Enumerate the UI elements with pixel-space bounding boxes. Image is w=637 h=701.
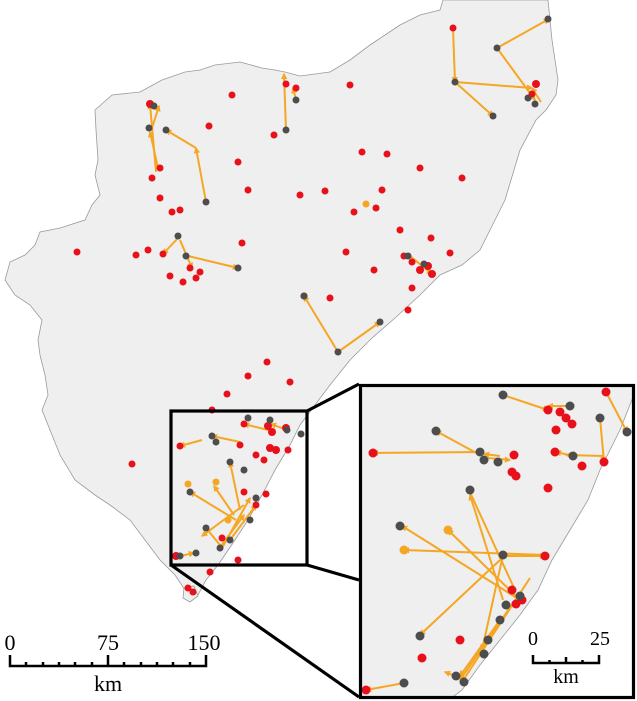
orange-observation-points — [184, 200, 370, 524]
red-observation-points — [73, 24, 540, 596]
inset-panel: 0 25 km — [358, 383, 636, 700]
inset-scale-bar: 0 25 km — [528, 628, 610, 688]
inset-extent-box — [169, 409, 309, 567]
inset-connector-lines — [170, 382, 360, 699]
movement-arrows — [147, 18, 551, 558]
main-scale-bar: 0 75 150 km — [5, 630, 221, 696]
province-landmass — [4, 0, 559, 599]
main-scale-unit: km — [94, 671, 122, 696]
main-scale-tick-150: 150 — [188, 630, 221, 655]
inset-frame — [358, 383, 636, 700]
inset-landmass — [360, 384, 634, 698]
grey-observation-points — [145, 15, 552, 560]
inset-scale-tick-0: 0 — [528, 628, 538, 650]
inset-scale-tick-25: 25 — [590, 628, 610, 650]
main-scale-tick-75: 75 — [97, 630, 119, 655]
inset-scale-unit: km — [553, 666, 579, 688]
main-scale-tick-0: 0 — [5, 630, 16, 655]
